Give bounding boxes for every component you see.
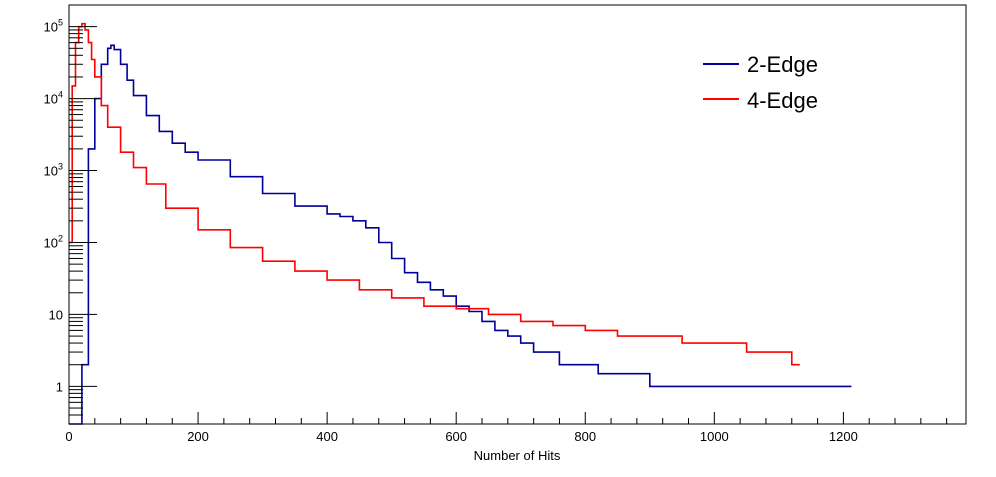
legend-label-4-edge: 4-Edge [747, 88, 818, 113]
plot-frame [68, 4, 967, 425]
series-layer [69, 22, 852, 425]
x-tick-label: 600 [445, 429, 467, 444]
legend: 2-Edge 4-Edge [703, 52, 818, 113]
y-tick-label: 1 [56, 379, 63, 394]
x-tick-label: 0 [65, 429, 72, 444]
y-tick-label: 102 [44, 233, 63, 250]
series-2-edge-line [69, 44, 852, 425]
y-tick-label: 10 [49, 307, 63, 322]
y-tick-label: 104 [44, 90, 63, 107]
x-tick-label: 400 [316, 429, 338, 444]
axis-layer: 0 200 400 600 800 1000 1200 1 10 102 103 104 105 [44, 4, 948, 444]
x-tick-label: 800 [574, 429, 596, 444]
y-tick-label: 103 [44, 162, 63, 179]
x-axis-label: Number of Hits [474, 448, 561, 463]
x-tick-label: 200 [187, 429, 209, 444]
x-tick-label: 1000 [700, 429, 729, 444]
y-tick-label: 105 [44, 18, 63, 35]
x-tick-label: 1200 [829, 429, 858, 444]
legend-label-2-edge: 2-Edge [747, 52, 818, 77]
series-4-edge-line [69, 22, 800, 366]
